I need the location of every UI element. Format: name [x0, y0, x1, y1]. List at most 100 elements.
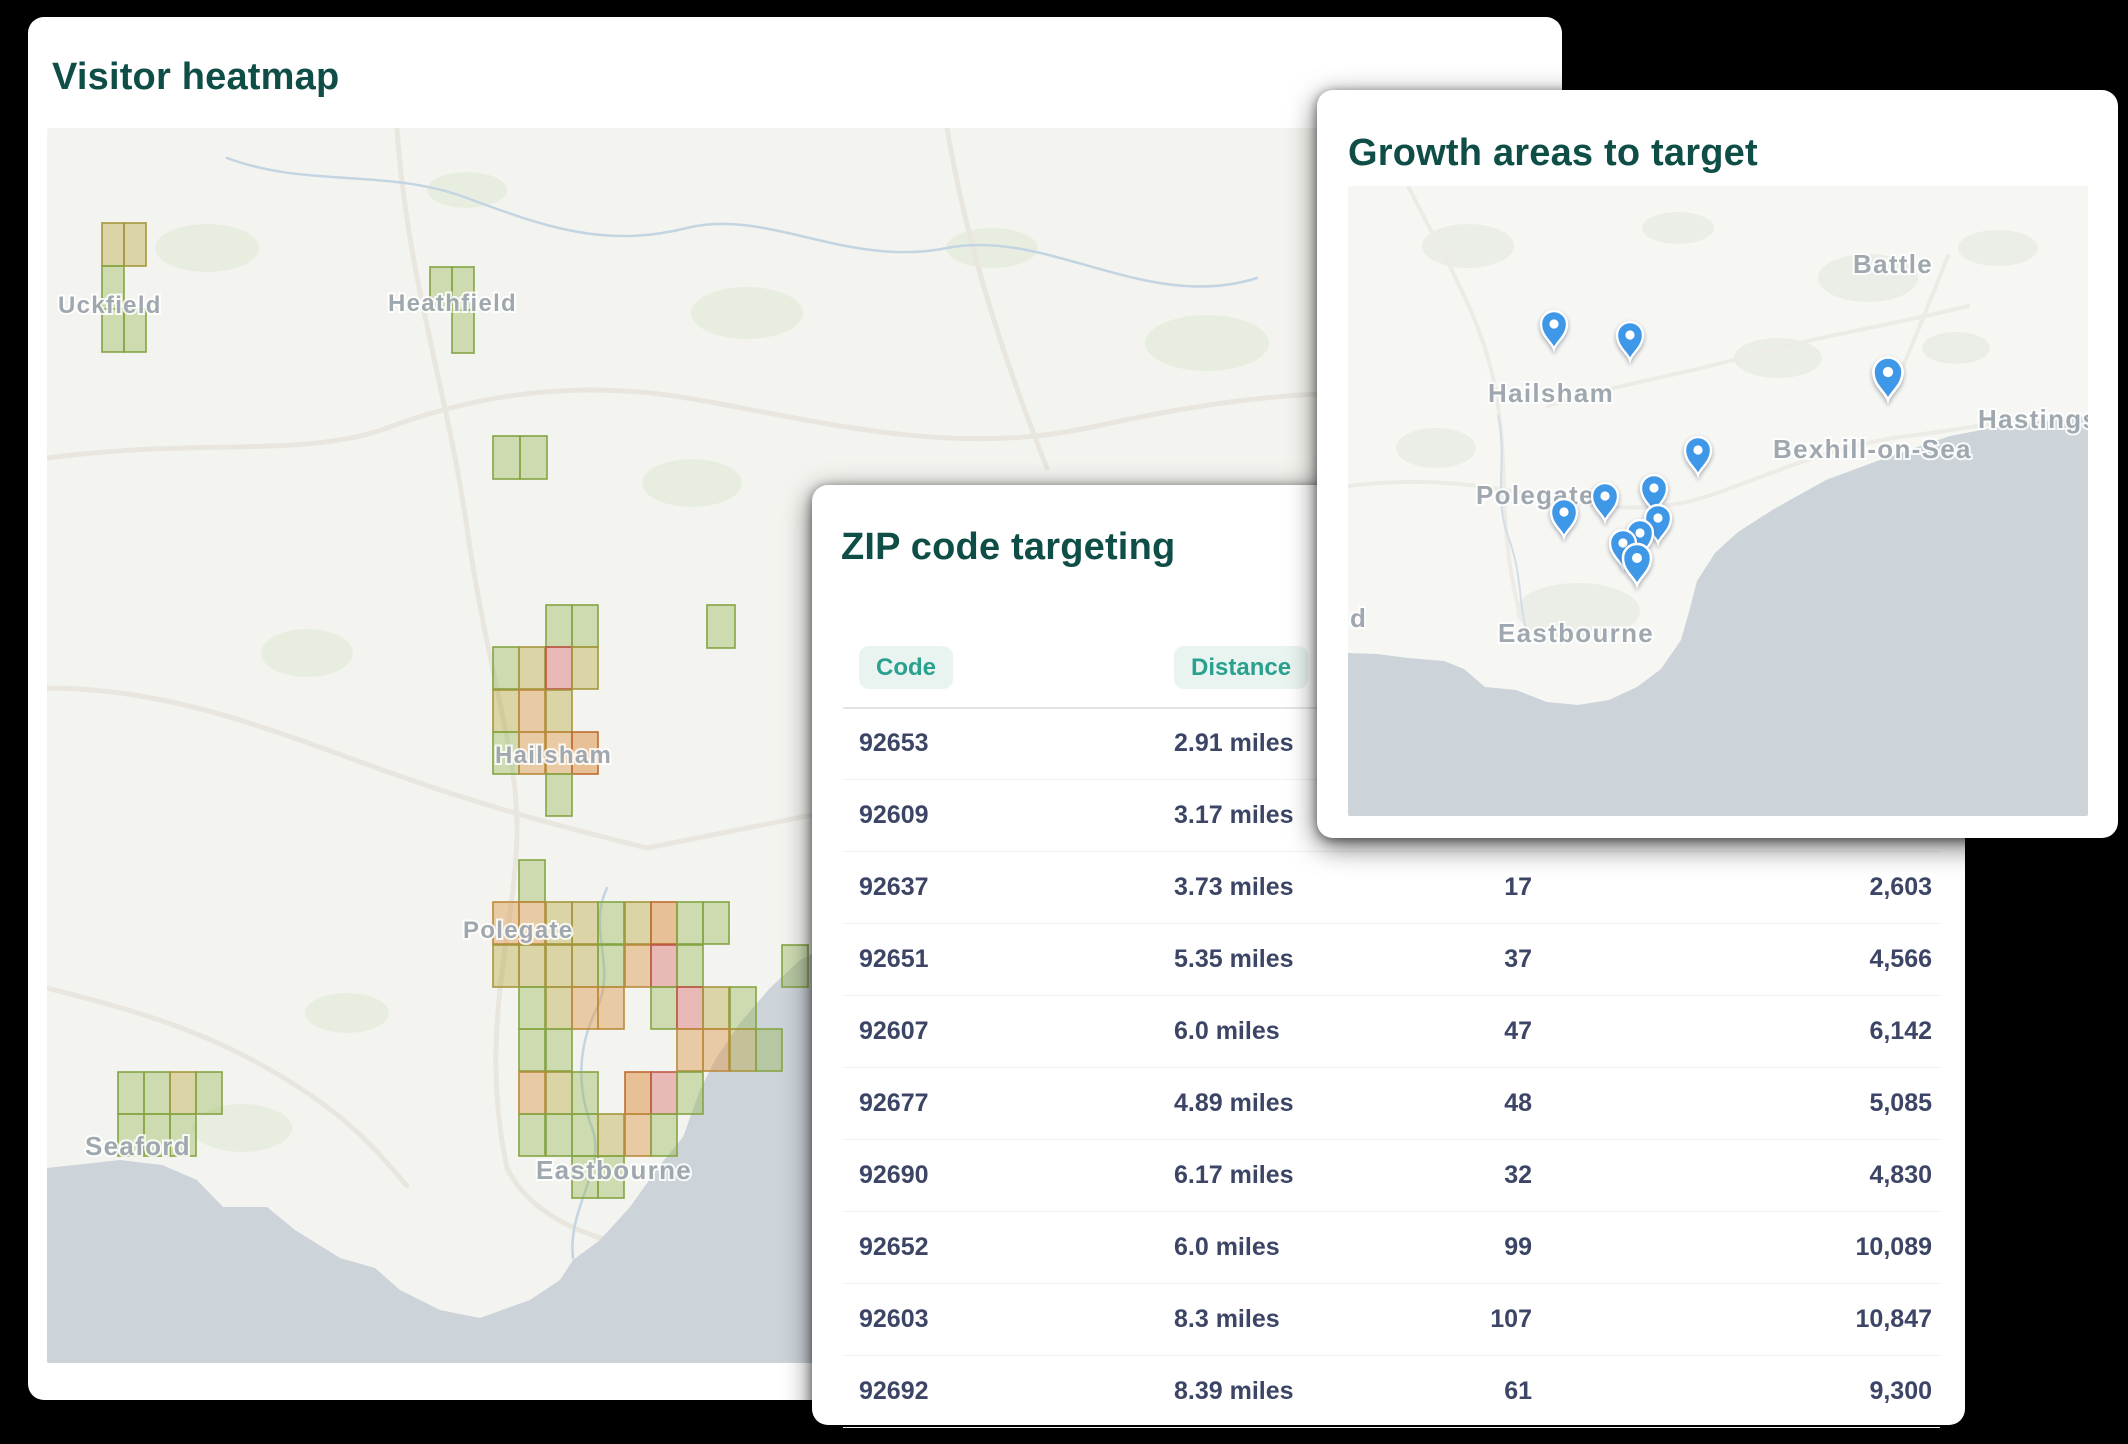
- heatmap-cell[interactable]: [545, 1113, 573, 1157]
- heatmap-cell[interactable]: [571, 604, 599, 648]
- heatmap-cell[interactable]: [676, 944, 704, 988]
- heatmap-cell[interactable]: [597, 986, 625, 1030]
- heatmap-cell[interactable]: [571, 1071, 599, 1115]
- table-row[interactable]: 92637 3.73 miles 17 2,603: [843, 852, 1940, 924]
- heatmap-cell[interactable]: [545, 986, 573, 1030]
- map-pin-icon[interactable]: [1590, 481, 1620, 525]
- heatmap-cell[interactable]: [597, 901, 625, 945]
- table-row[interactable]: 92603 8.3 miles 107 10,847: [843, 1284, 1940, 1356]
- heatmap-cell[interactable]: [169, 1113, 197, 1157]
- heatmap-cell[interactable]: [571, 944, 599, 988]
- heatmap-cell[interactable]: [518, 901, 546, 945]
- table-row[interactable]: 92677 4.89 miles 48 5,085: [843, 1068, 1940, 1140]
- heatmap-cell[interactable]: [571, 1113, 599, 1157]
- map-pin-icon[interactable]: [1639, 473, 1669, 517]
- heatmap-cell[interactable]: [518, 646, 546, 690]
- heatmap-cell[interactable]: [143, 1071, 171, 1115]
- heatmap-cell[interactable]: [117, 1113, 145, 1157]
- heatmap-cell[interactable]: [624, 1071, 652, 1115]
- heatmap-cell[interactable]: [518, 1028, 546, 1072]
- heatmap-cell[interactable]: [650, 901, 678, 945]
- heatmap-cell[interactable]: [545, 773, 573, 817]
- heatmap-cell[interactable]: [518, 859, 546, 903]
- heatmap-cell[interactable]: [123, 222, 147, 267]
- heatmap-cell[interactable]: [702, 901, 730, 945]
- heatmap-cell[interactable]: [676, 986, 704, 1030]
- heatmap-cell[interactable]: [518, 986, 546, 1030]
- table-row[interactable]: 92651 5.35 miles 37 4,566: [843, 924, 1940, 996]
- heatmap-cell[interactable]: [571, 1155, 599, 1199]
- heatmap-cell[interactable]: [545, 689, 573, 733]
- heatmap-cell[interactable]: [518, 944, 546, 988]
- heatmap-cell[interactable]: [702, 986, 730, 1030]
- heatmap-cell[interactable]: [755, 1028, 783, 1072]
- heatmap-cell[interactable]: [729, 1028, 757, 1072]
- heatmap-cell[interactable]: [492, 944, 520, 988]
- table-row[interactable]: 92607 6.0 miles 47 6,142: [843, 996, 1940, 1068]
- heatmap-cell[interactable]: [624, 1113, 652, 1157]
- map-pin-icon[interactable]: [1683, 435, 1713, 479]
- heatmap-cell[interactable]: [676, 901, 704, 945]
- map-pin-icon[interactable]: [1615, 320, 1645, 364]
- cell-value: 5,085: [1869, 1089, 1932, 1117]
- heatmap-cell[interactable]: [117, 1071, 145, 1115]
- heatmap-cell[interactable]: [650, 1071, 678, 1115]
- heatmap-cell[interactable]: [706, 604, 736, 649]
- heatmap-cell[interactable]: [492, 646, 520, 690]
- heatmap-cell[interactable]: [729, 986, 757, 1030]
- heatmap-cell[interactable]: [492, 689, 520, 733]
- heatmap-cell[interactable]: [676, 1071, 704, 1115]
- heatmap-cell[interactable]: [545, 1028, 573, 1072]
- table-row[interactable]: 92609 3.17 miles: [843, 780, 1940, 852]
- heatmap-cell[interactable]: [650, 944, 678, 988]
- heatmap-cell[interactable]: [518, 1113, 546, 1157]
- heatmap-cell[interactable]: [518, 689, 546, 733]
- column-header-code[interactable]: Code: [859, 646, 953, 689]
- heatmap-cell[interactable]: [518, 1071, 546, 1115]
- heatmap-cell[interactable]: [571, 901, 599, 945]
- heatmap-cell[interactable]: [650, 1113, 678, 1157]
- heatmap-cell[interactable]: [123, 308, 147, 353]
- table-row[interactable]: 92692 8.39 miles 61 9,300: [843, 1356, 1940, 1428]
- map-pin-icon[interactable]: [1621, 542, 1653, 589]
- heatmap-cell[interactable]: [143, 1113, 171, 1157]
- heatmap-cell[interactable]: [597, 944, 625, 988]
- heatmap-cell[interactable]: [676, 1028, 704, 1072]
- heatmap-cell[interactable]: [518, 731, 546, 775]
- map-pin-icon[interactable]: [1549, 497, 1579, 541]
- heatmap-cell[interactable]: [451, 309, 475, 354]
- heatmap-cell[interactable]: [571, 646, 599, 690]
- cell-distance: 6.0 miles: [1174, 1017, 1280, 1045]
- heatmap-cell[interactable]: [545, 646, 573, 690]
- heatmap-cell[interactable]: [492, 731, 520, 775]
- heatmap-cell[interactable]: [571, 986, 599, 1030]
- column-header-distance[interactable]: Distance: [1174, 646, 1309, 689]
- map-place-label: Polegate: [1476, 480, 1595, 510]
- heatmap-cell[interactable]: [624, 901, 652, 945]
- table-row[interactable]: 92652 6.0 miles 99 10,089: [843, 1212, 1940, 1284]
- heatmap-cell[interactable]: [597, 1113, 625, 1157]
- heatmap-cell[interactable]: [101, 222, 125, 267]
- map-place-label: Hastings: [1978, 404, 2088, 434]
- heatmap-cell[interactable]: [545, 1071, 573, 1115]
- heatmap-cell[interactable]: [702, 1028, 730, 1072]
- cell-distance: 8.3 miles: [1174, 1305, 1280, 1333]
- heatmap-cell[interactable]: [545, 944, 573, 988]
- map-pin-icon[interactable]: [1872, 356, 1904, 404]
- heatmap-cell[interactable]: [624, 944, 652, 988]
- heatmap-cell[interactable]: [545, 604, 573, 648]
- heatmap-cell[interactable]: [169, 1071, 197, 1115]
- table-row[interactable]: 92690 6.17 miles 32 4,830: [843, 1140, 1940, 1212]
- heatmap-cell[interactable]: [571, 731, 599, 775]
- heatmap-cell[interactable]: [545, 731, 573, 775]
- heatmap-cell[interactable]: [781, 944, 809, 988]
- heatmap-cell[interactable]: [650, 986, 678, 1030]
- heatmap-cell[interactable]: [492, 435, 521, 480]
- map-pin-icon[interactable]: [1539, 309, 1569, 353]
- rivers: [225, 156, 1259, 1260]
- heatmap-cell[interactable]: [195, 1071, 223, 1115]
- map-place-label: Eastbourne: [536, 1155, 692, 1185]
- heatmap-cell[interactable]: [519, 435, 548, 480]
- heatmap-cell[interactable]: [597, 1155, 625, 1199]
- growth-map[interactable]: Battle Hailsham Hastings Bexhill-on-Sea Pole…: [1348, 186, 2088, 816]
